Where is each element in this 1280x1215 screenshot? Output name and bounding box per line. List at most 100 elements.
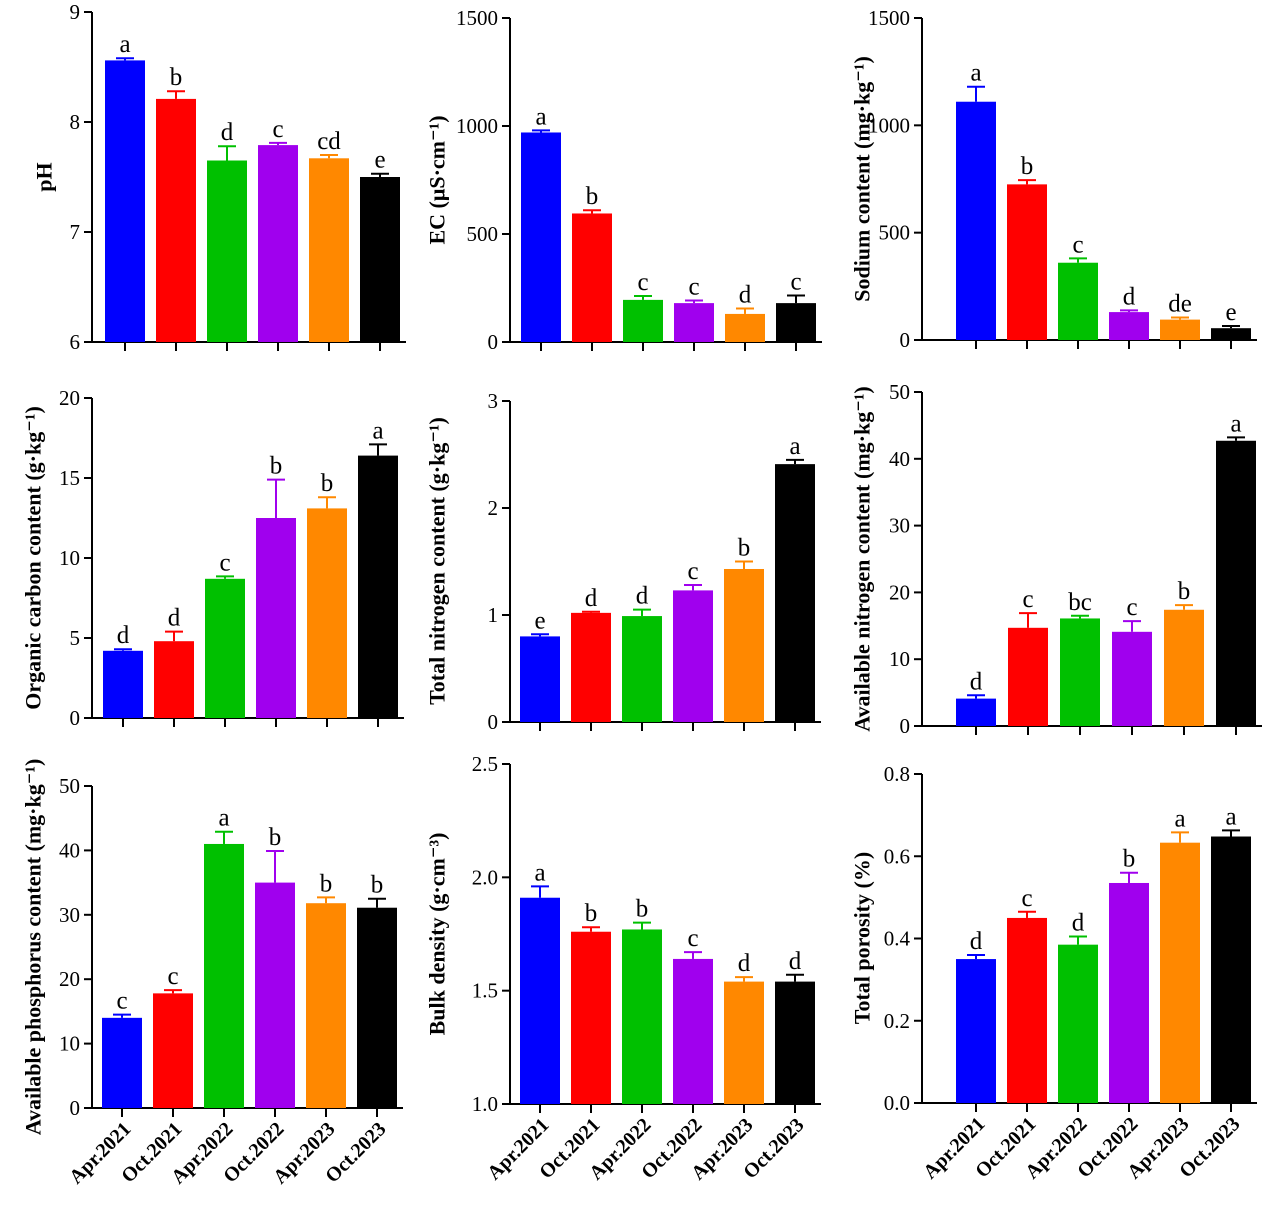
significance-label: e: [534, 607, 545, 634]
significance-label: a: [1174, 805, 1185, 832]
y-tick-label: 20: [59, 967, 80, 991]
y-axis-title: Organic carbon content (g·kg⁻¹): [21, 406, 46, 710]
bar: [956, 101, 996, 340]
bar: [1160, 319, 1200, 340]
significance-label: b: [170, 64, 183, 91]
y-tick-label: 50: [59, 774, 80, 798]
bar: [1211, 836, 1251, 1103]
significance-label: c: [688, 274, 699, 301]
bar: [1160, 842, 1200, 1103]
significance-label: d: [117, 622, 130, 649]
bar: [102, 1017, 142, 1108]
significance-label: a: [789, 433, 800, 460]
y-tick-label: 500: [879, 221, 911, 245]
bar: [956, 959, 996, 1103]
significance-label: d: [739, 282, 752, 309]
y-tick-label: 30: [59, 903, 80, 927]
bar: [309, 158, 349, 342]
bar: [1109, 312, 1149, 340]
bar: [154, 641, 194, 718]
y-tick-label: 30: [889, 514, 910, 538]
bar: [1008, 627, 1048, 726]
y-tick-label: 15: [59, 466, 80, 490]
significance-label: c: [790, 269, 801, 296]
y-tick-label: 20: [59, 386, 80, 410]
bar: [1109, 882, 1149, 1103]
bar: [520, 897, 560, 1104]
y-axis-title: Available nitrogen content (mg·kg⁻¹): [850, 386, 875, 732]
bar: [258, 145, 298, 342]
y-tick-label: 10: [59, 546, 80, 570]
y-axis-title: Sodium content (mg·kg⁻¹): [850, 56, 875, 302]
bar: [1216, 440, 1256, 726]
y-tick-label: 40: [59, 838, 80, 862]
significance-label: b: [371, 872, 384, 899]
bar: [307, 508, 347, 718]
significance-label: d: [970, 928, 983, 955]
bar: [1211, 328, 1251, 340]
y-tick-label: 10: [889, 647, 910, 671]
y-tick-label: 0: [488, 330, 499, 354]
bar: [622, 929, 662, 1104]
significance-label: bc: [1068, 589, 1092, 616]
significance-label: d: [168, 605, 181, 632]
bar: [204, 843, 244, 1108]
chart-panel-3: 0 500 1000 1500 Sodium content (mg·kg⁻¹) a b c d…: [850, 6, 1257, 352]
bar: [956, 698, 996, 726]
bar: [775, 981, 815, 1104]
significance-label: b: [1178, 578, 1191, 605]
chart-panel-1: 6 7 8 9 pH a b d c cd e: [32, 0, 406, 354]
y-tick-label: 2.0: [472, 865, 498, 889]
chart-panel-7: 0 10 20 30 40 50 Available phosphorus content …: [21, 759, 403, 1188]
y-tick-label: 0: [70, 1096, 81, 1120]
significance-label: d: [636, 583, 649, 610]
bar: [622, 616, 662, 722]
significance-label: b: [738, 535, 751, 562]
significance-label: c: [1072, 231, 1083, 258]
significance-label: b: [1123, 846, 1136, 873]
significance-label: cd: [317, 128, 341, 155]
significance-label: b: [586, 183, 599, 210]
bar: [724, 981, 764, 1104]
significance-label: c: [1126, 594, 1137, 621]
significance-label: b: [321, 470, 334, 497]
significance-label: a: [1225, 803, 1236, 830]
y-tick-label: 500: [467, 222, 499, 246]
chart-panel-4: 0 5 10 15 20 Organic carbon content (g·kg⁻¹) d…: [21, 386, 404, 730]
significance-label: de: [1168, 290, 1192, 317]
significance-label: b: [320, 870, 333, 897]
y-tick-label: 1500: [868, 6, 910, 30]
chart-panel-2: 0 500 1000 1500 EC (μS·cm⁻¹) a b c c d c: [425, 6, 822, 354]
y-tick-label: 0.8: [884, 762, 910, 786]
bar: [571, 612, 611, 722]
y-tick-label: 0: [488, 710, 499, 734]
y-tick-label: 0.6: [884, 844, 910, 868]
y-tick-label: 1000: [868, 113, 910, 137]
y-tick-label: 0.0: [884, 1091, 910, 1115]
bar: [358, 455, 398, 718]
bar: [105, 60, 145, 343]
y-tick-label: 9: [70, 0, 81, 24]
y-tick-label: 0: [70, 706, 81, 730]
y-tick-label: 5: [70, 626, 81, 650]
bar: [674, 303, 714, 342]
y-tick-label: 8: [70, 110, 81, 134]
bar: [360, 177, 400, 342]
y-axis-title: pH: [32, 162, 57, 191]
bar: [1112, 631, 1152, 726]
bar: [1058, 262, 1098, 340]
significance-label: a: [534, 859, 545, 886]
y-tick-label: 1: [488, 603, 499, 627]
bar: [776, 303, 816, 342]
significance-label: d: [1072, 909, 1085, 936]
significance-label: a: [535, 103, 546, 130]
bar: [1058, 944, 1098, 1103]
bar: [1007, 184, 1047, 340]
significance-label: c: [167, 963, 178, 990]
significance-label: d: [1123, 283, 1136, 310]
y-axis-title: Total porosity (%): [850, 852, 875, 1024]
significance-label: b: [270, 453, 283, 480]
chart-panel-6: 0 10 20 30 40 50 Available nitrogen content (m…: [850, 380, 1262, 738]
